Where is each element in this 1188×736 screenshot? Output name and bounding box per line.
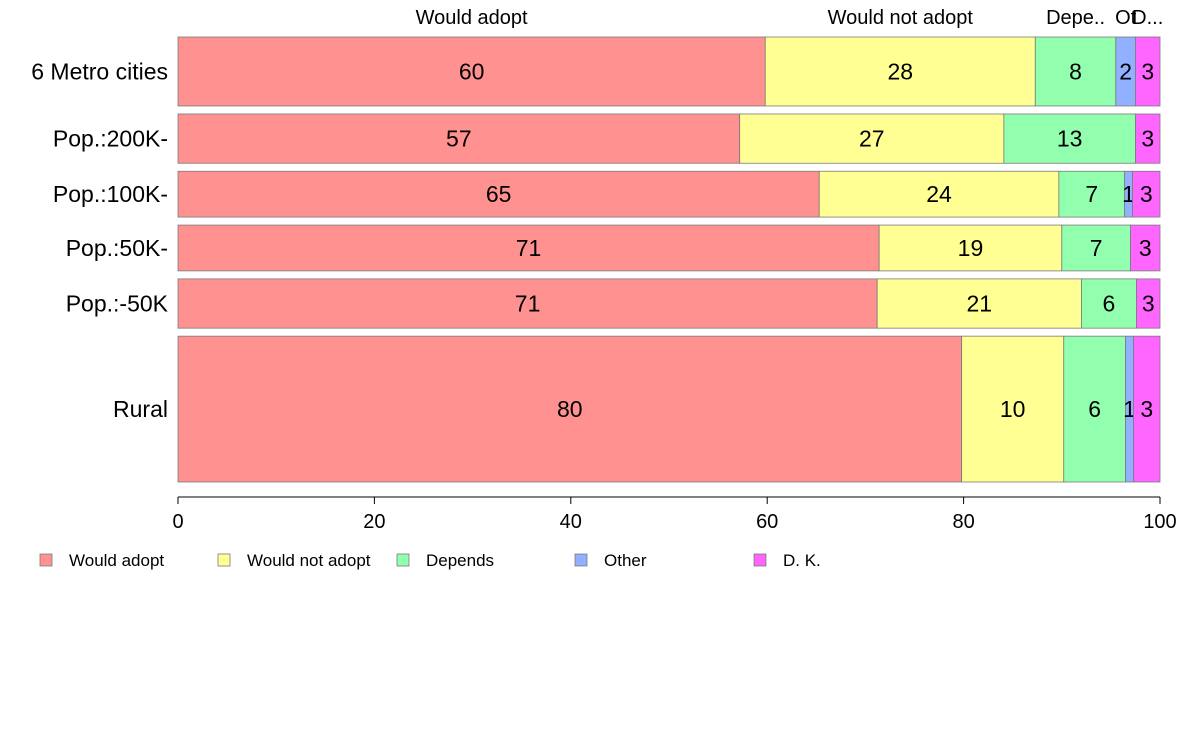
bar-value-label: 60: [459, 58, 485, 84]
bar-value-label: 57: [446, 126, 472, 152]
x-axis: 0 20 40 60 80 100: [172, 496, 1177, 533]
bar-value-label: 13: [1057, 126, 1083, 152]
legend-swatch: [217, 553, 231, 567]
bar-segment: [177, 224, 880, 272]
y-axis-labels: 6 Metro cities Pop.:200K- Pop.:100K- Pop.:5…: [31, 58, 168, 422]
legend-swatch: [396, 553, 410, 567]
legend-label: Other: [604, 551, 647, 570]
category-label: Pop.:-50K: [66, 291, 169, 317]
bar-segment: [739, 113, 1005, 164]
category-label: 6 Metro cities: [31, 58, 168, 84]
bar-value-label: 1: [1123, 396, 1136, 422]
legend-label: Would not adopt: [247, 551, 371, 570]
bar-value-label: 3: [1141, 58, 1154, 84]
bar-segment: [1003, 113, 1136, 164]
bar-value-label: 6: [1103, 291, 1116, 317]
bar-value-label: 27: [859, 126, 885, 152]
bar-segment: [1132, 170, 1161, 218]
bar-segment: [1061, 224, 1131, 272]
bar-value-label: 21: [967, 291, 993, 317]
bar-segment: [177, 335, 963, 483]
bar-value-label: 10: [1000, 396, 1026, 422]
legend-swatch: [574, 553, 588, 567]
x-tick-label: 0: [172, 511, 183, 533]
bar-segment: [1135, 113, 1161, 164]
bar-value-label: 3: [1142, 291, 1155, 317]
category-label: Pop.:200K-: [53, 126, 168, 152]
x-tick-label: 80: [952, 511, 974, 533]
top-series-label: D...: [1132, 7, 1163, 29]
x-tick-label: 20: [363, 511, 385, 533]
bar-segment: [1063, 335, 1127, 483]
bar-value-label: 71: [515, 291, 541, 317]
legend-swatch: [39, 553, 53, 567]
bar-segment: [177, 170, 820, 218]
x-tick-label: 60: [756, 511, 778, 533]
bar-segment: [177, 113, 741, 164]
bar-segment: [764, 36, 1036, 107]
top-series-label: Ot: [1115, 7, 1137, 29]
legend-swatch: [753, 553, 767, 567]
legend: Would adopt Would not adopt Depends Other D.…: [39, 551, 821, 570]
bar-value-label: 3: [1140, 181, 1153, 207]
bar-value-label: 2: [1119, 58, 1132, 84]
bar-segment: [818, 170, 1060, 218]
bar-segment: [961, 335, 1065, 483]
bar-value-label: 3: [1140, 396, 1153, 422]
bar-segment: [1133, 335, 1161, 483]
bar-value-label: 19: [958, 235, 984, 261]
bar-value-label: 80: [557, 396, 583, 422]
bar-value-label: 65: [486, 181, 512, 207]
category-label: Pop.:50K-: [66, 235, 168, 261]
bar-segment: [878, 224, 1063, 272]
legend-label: D. K.: [783, 551, 821, 570]
category-label: Pop.:100K-: [53, 181, 168, 207]
bars-group: 60 28 8 2 357 27 13 365 24 7 1 371 19 7 371 21 6 380 10 6 1 3: [177, 36, 1161, 483]
bar-segment: [1081, 278, 1137, 329]
bar-value-label: 71: [516, 235, 542, 261]
top-category-labels: Would adopt Would not adopt Depe.. OtD...: [416, 7, 1164, 29]
bar-value-label: 8: [1069, 58, 1082, 84]
bar-segment: [876, 278, 1082, 329]
bar-value-label: 1: [1122, 181, 1135, 207]
category-label: Rural: [113, 396, 168, 422]
x-tick-label: 40: [560, 511, 582, 533]
bar-segment: [1136, 278, 1161, 329]
bar-segment: [1058, 170, 1126, 218]
legend-label: Would adopt: [69, 551, 164, 570]
bar-segment: [1135, 36, 1161, 107]
bar-segment: [177, 278, 878, 329]
bar-segment: [1130, 224, 1161, 272]
bar-value-label: 7: [1085, 181, 1098, 207]
top-series-label: Would adopt: [416, 7, 528, 29]
bar-value-label: 3: [1141, 126, 1154, 152]
bar-value-label: 3: [1139, 235, 1152, 261]
bar-value-label: 6: [1088, 396, 1101, 422]
top-series-label: Depe..: [1046, 7, 1105, 29]
top-series-label: Would not adopt: [828, 7, 974, 29]
bar-value-label: 24: [926, 181, 952, 207]
x-tick-label: 100: [1143, 511, 1176, 533]
legend-label: Depends: [426, 551, 494, 570]
bar-value-label: 7: [1090, 235, 1103, 261]
bar-value-label: 28: [887, 58, 913, 84]
